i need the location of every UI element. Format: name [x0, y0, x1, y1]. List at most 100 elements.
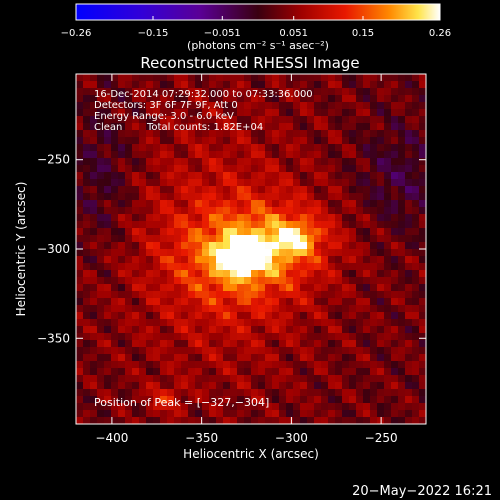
heatmap-cell — [202, 403, 210, 411]
heatmap-cell — [349, 102, 357, 110]
heatmap-cell — [104, 354, 112, 362]
heatmap-cell — [384, 179, 392, 187]
heatmap-cell — [104, 151, 112, 159]
heatmap-cell — [391, 312, 399, 320]
heatmap-cell — [118, 333, 126, 341]
heatmap-cell — [412, 207, 420, 215]
heatmap-cell — [419, 123, 427, 131]
heatmap-cell — [370, 207, 378, 215]
heatmap-cell — [118, 396, 126, 404]
heatmap-cell — [370, 403, 378, 411]
heatmap-cell — [377, 340, 385, 348]
heatmap-cell — [293, 403, 301, 411]
heatmap-cell — [272, 235, 280, 243]
heatmap-cell — [160, 207, 168, 215]
heatmap-cell — [223, 291, 231, 299]
heatmap-cell — [342, 109, 350, 117]
heatmap-cell — [391, 179, 399, 187]
heatmap-cell — [307, 347, 315, 355]
heatmap-cell — [90, 151, 98, 159]
heatmap-cell — [132, 88, 140, 96]
heatmap-cell — [244, 284, 252, 292]
heatmap-cell — [314, 291, 322, 299]
heatmap-cell — [174, 186, 182, 194]
heatmap-cell — [391, 417, 399, 425]
heatmap-cell — [328, 179, 336, 187]
heatmap-cell — [125, 347, 133, 355]
heatmap-cell — [293, 277, 301, 285]
heatmap-cell — [104, 95, 112, 103]
x-tick-label: −400 — [95, 431, 128, 445]
heatmap-cell — [125, 417, 133, 425]
heatmap-cell — [405, 214, 413, 222]
heatmap-cell — [321, 186, 329, 194]
heatmap-cell — [335, 242, 343, 250]
heatmap-cell — [391, 242, 399, 250]
heatmap-cell — [314, 235, 322, 243]
heatmap-cell — [321, 151, 329, 159]
heatmap-cell — [384, 235, 392, 243]
heatmap-cell — [398, 333, 406, 341]
heatmap-cell — [118, 277, 126, 285]
heatmap-cell — [307, 235, 315, 243]
heatmap-cell — [370, 249, 378, 257]
heatmap-cell — [314, 277, 322, 285]
heatmap-cell — [216, 123, 224, 131]
heatmap-cell — [153, 410, 161, 418]
heatmap-cell — [223, 417, 231, 425]
heatmap-cell — [125, 312, 133, 320]
heatmap-cell — [391, 172, 399, 180]
heatmap-cell — [174, 172, 182, 180]
heatmap-cell — [377, 109, 385, 117]
heatmap-cell — [202, 396, 210, 404]
heatmap-cell — [272, 123, 280, 131]
heatmap-cell — [391, 389, 399, 397]
heatmap-cell — [167, 130, 175, 138]
heatmap-cell — [349, 396, 357, 404]
heatmap-cell — [132, 74, 140, 82]
heatmap-cell — [244, 333, 252, 341]
heatmap-cell — [412, 256, 420, 264]
heatmap-cell — [230, 116, 238, 124]
heatmap-cell — [90, 144, 98, 152]
heatmap-cell — [328, 319, 336, 327]
heatmap-cell — [251, 284, 259, 292]
heatmap-cell — [321, 95, 329, 103]
heatmap-cell — [265, 403, 273, 411]
heatmap-cell — [286, 81, 294, 89]
heatmap-cell — [314, 319, 322, 327]
heatmap-cell — [146, 354, 154, 362]
heatmap-cell — [83, 270, 91, 278]
heatmap-cell — [125, 235, 133, 243]
heatmap-cell — [202, 95, 210, 103]
heatmap-cell — [349, 340, 357, 348]
heatmap-cell — [258, 235, 266, 243]
heatmap-cell — [419, 193, 427, 201]
heatmap-cell — [293, 284, 301, 292]
heatmap-cell — [111, 347, 119, 355]
heatmap-cell — [251, 193, 259, 201]
heatmap-cell — [384, 403, 392, 411]
heatmap-cell — [223, 116, 231, 124]
heatmap-cell — [251, 137, 259, 145]
heatmap-cell — [202, 417, 210, 425]
heatmap-cell — [384, 242, 392, 250]
heatmap-cell — [398, 207, 406, 215]
heatmap-cell — [398, 200, 406, 208]
heatmap-cell — [97, 284, 105, 292]
heatmap-cell — [279, 361, 287, 369]
heatmap-cell — [412, 193, 420, 201]
heatmap-cell — [181, 151, 189, 159]
heatmap-cell — [321, 123, 329, 131]
heatmap-cell — [237, 158, 245, 166]
heatmap-cell — [265, 109, 273, 117]
heatmap-cell — [356, 361, 364, 369]
heatmap-cell — [195, 158, 203, 166]
heatmap-cell — [209, 95, 217, 103]
heatmap-cell — [125, 151, 133, 159]
heatmap-cell — [377, 312, 385, 320]
heatmap-cell — [272, 256, 280, 264]
heatmap-cell — [111, 130, 119, 138]
heatmap-cell — [398, 88, 406, 96]
heatmap-cell — [412, 340, 420, 348]
